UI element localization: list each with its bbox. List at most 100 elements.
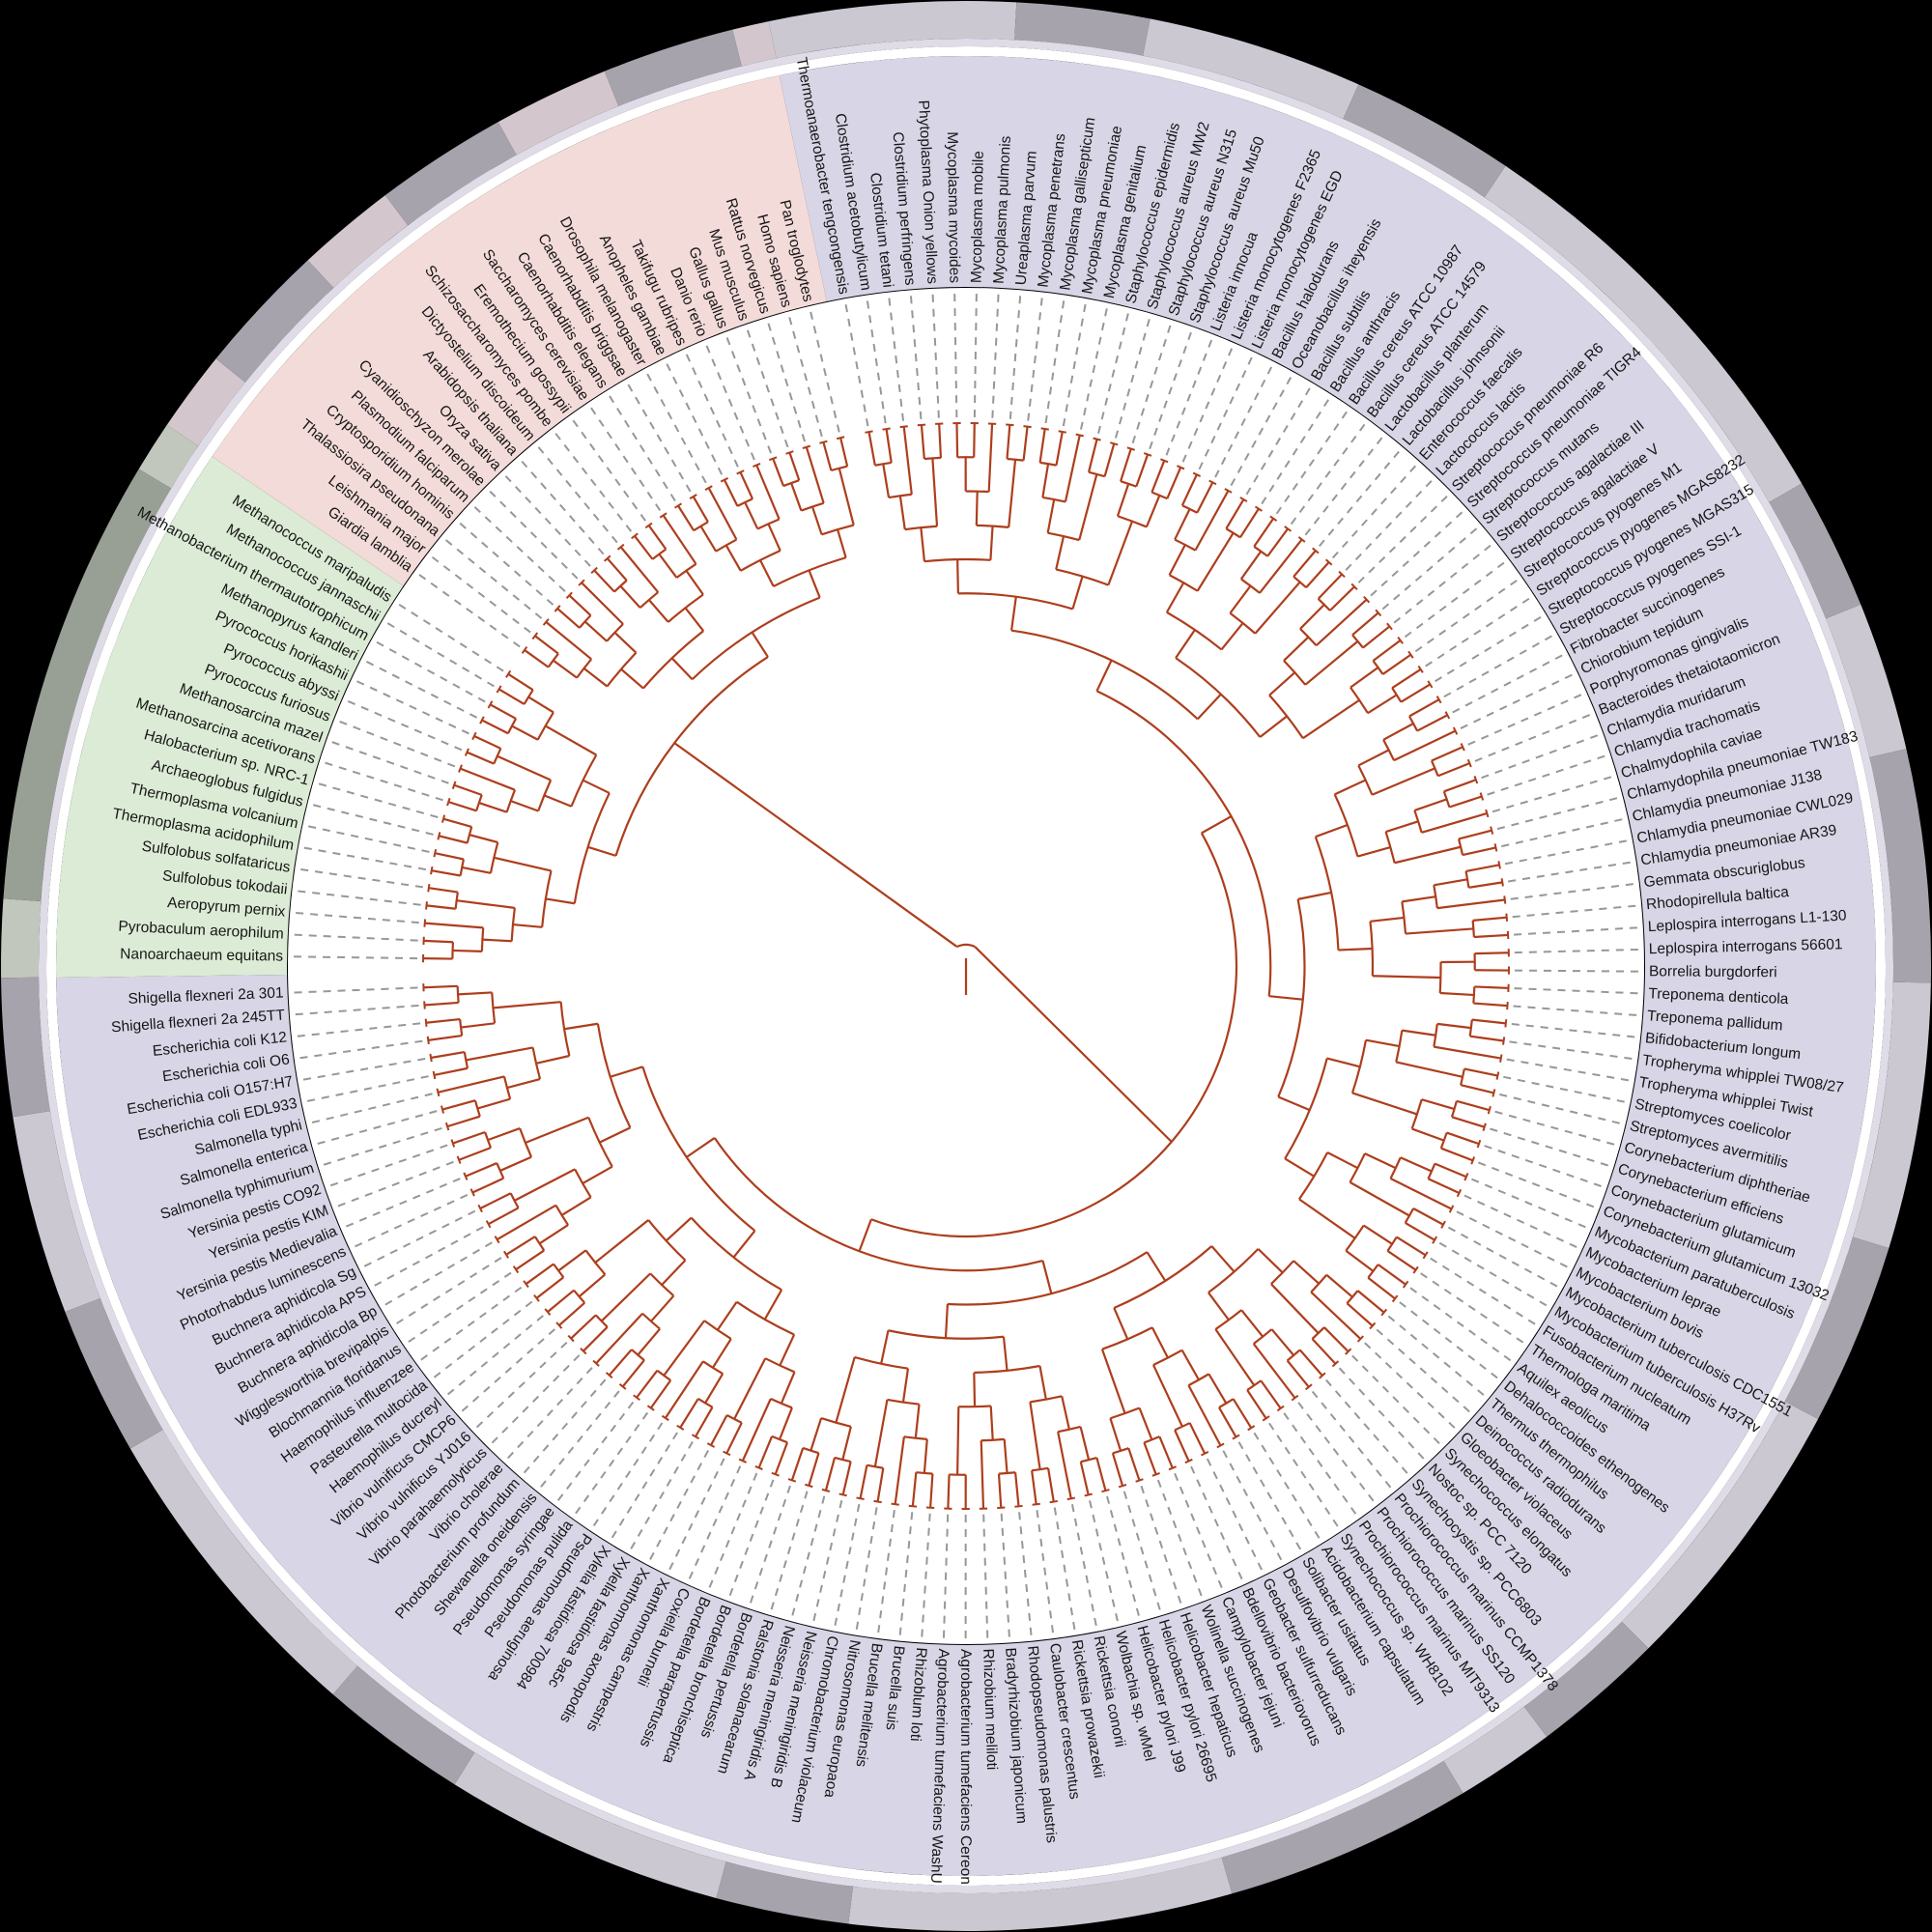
tree-branch — [541, 870, 553, 927]
leader-line — [290, 1004, 419, 1016]
leader-line — [1106, 1495, 1142, 1621]
tree-branch — [790, 1447, 805, 1481]
tree-branch — [1283, 636, 1310, 662]
leader-line — [1140, 1485, 1183, 1608]
tree-branch — [1208, 1248, 1260, 1293]
leader-line — [302, 1075, 429, 1103]
tree-branch — [1229, 584, 1252, 614]
tree-branch — [1196, 532, 1235, 592]
leader-line — [488, 1354, 581, 1447]
tree-branch — [578, 1273, 607, 1298]
tree-branch — [1400, 1156, 1433, 1173]
tree-branch — [1175, 629, 1196, 659]
leader-line — [296, 867, 424, 889]
taxon-label: Rhizobium meliloti — [980, 1648, 1000, 1770]
tree-branch — [1197, 693, 1222, 721]
tree-branch — [1471, 920, 1475, 938]
tree-branch — [1396, 1061, 1463, 1078]
leader-line — [726, 1479, 775, 1601]
tree-branch — [524, 649, 550, 668]
tree-branch — [1166, 467, 1182, 499]
tree-branch — [1390, 1177, 1453, 1210]
tree-branch — [647, 525, 668, 551]
leader-line — [350, 1194, 469, 1250]
tree-branch — [1338, 947, 1373, 952]
tree-branch — [1304, 640, 1359, 686]
leader-line — [1387, 1315, 1489, 1400]
tree-branch — [610, 1065, 643, 1078]
leader-line — [1230, 372, 1294, 487]
tree-branch — [497, 688, 526, 705]
leader-line — [703, 340, 755, 461]
tree-branch — [1405, 927, 1474, 935]
leader-line — [854, 1507, 878, 1634]
tree-branch — [1460, 1084, 1494, 1094]
tree-branch — [1458, 829, 1492, 840]
tree-branch — [553, 659, 578, 679]
tree-branch — [593, 569, 615, 593]
tree-branch — [487, 1127, 521, 1142]
tree-branch — [1252, 1343, 1296, 1399]
taxon-label: Shigella flexneri 2a 301 — [128, 984, 284, 1007]
tree-branch — [545, 621, 592, 661]
tree-branch — [489, 703, 517, 720]
tree-branch — [642, 630, 704, 690]
outer-ring-segment — [138, 424, 199, 489]
tree-branch — [821, 524, 854, 536]
tree-branch — [1103, 442, 1116, 477]
tree-branch — [837, 528, 847, 558]
tree-branch — [1194, 490, 1230, 552]
leader-line — [383, 619, 495, 688]
tree-branch — [1008, 459, 1017, 528]
leader-line — [887, 293, 905, 421]
tree-branch — [1357, 749, 1390, 767]
tree-branch — [1411, 1127, 1445, 1142]
tree-branch — [619, 584, 641, 609]
tree-branch — [1257, 1248, 1284, 1274]
tree-branch — [634, 535, 654, 560]
tree-branch — [888, 1329, 1005, 1340]
tree-branch — [707, 487, 738, 541]
tree-branch — [751, 631, 769, 658]
tree-branch — [838, 468, 855, 526]
outer-ring-segment — [604, 29, 742, 106]
tree-branch — [496, 1204, 557, 1241]
leader-line — [1501, 817, 1628, 848]
tree-branch — [1297, 891, 1332, 900]
leader-line — [667, 1458, 725, 1575]
leader-line — [1510, 882, 1638, 900]
tree-branch — [902, 426, 913, 495]
tree-branch — [510, 800, 539, 812]
tree-branch — [938, 423, 943, 458]
tree-branch — [557, 1249, 587, 1272]
leader-line — [920, 1513, 931, 1642]
tree-branch — [606, 557, 628, 582]
tree-branch — [446, 1115, 481, 1128]
leader-line — [1490, 1127, 1613, 1168]
tree-branch — [911, 1472, 918, 1507]
tree-branch — [956, 943, 976, 949]
leader-line — [320, 760, 443, 802]
tree-branch — [1246, 1379, 1262, 1391]
outer-ring-segment — [1143, 18, 1359, 120]
taxon-label: Leplospira interrogans 56601 — [1649, 936, 1843, 957]
leader-line — [1503, 1075, 1630, 1104]
tree-branch — [1127, 1447, 1141, 1481]
leader-line — [1514, 926, 1642, 936]
leader-line — [991, 289, 1000, 418]
tree-branch — [1298, 1198, 1356, 1239]
leader-line — [1122, 1491, 1163, 1615]
tree-branch — [1013, 1472, 1020, 1507]
tree-branch — [1346, 1290, 1359, 1304]
outer-ring-segment — [65, 1298, 163, 1449]
tree-branch — [600, 1272, 651, 1322]
tree-branch — [1277, 1095, 1311, 1112]
tree-branch — [1310, 1291, 1362, 1340]
leader-line — [332, 1160, 454, 1209]
leader-line — [369, 1226, 484, 1290]
tree-branch — [1402, 1029, 1436, 1037]
tree-branch — [1463, 1067, 1498, 1077]
tree-branch — [596, 1023, 632, 1128]
tree-branch — [1372, 975, 1441, 980]
tree-branch — [1350, 1180, 1410, 1217]
